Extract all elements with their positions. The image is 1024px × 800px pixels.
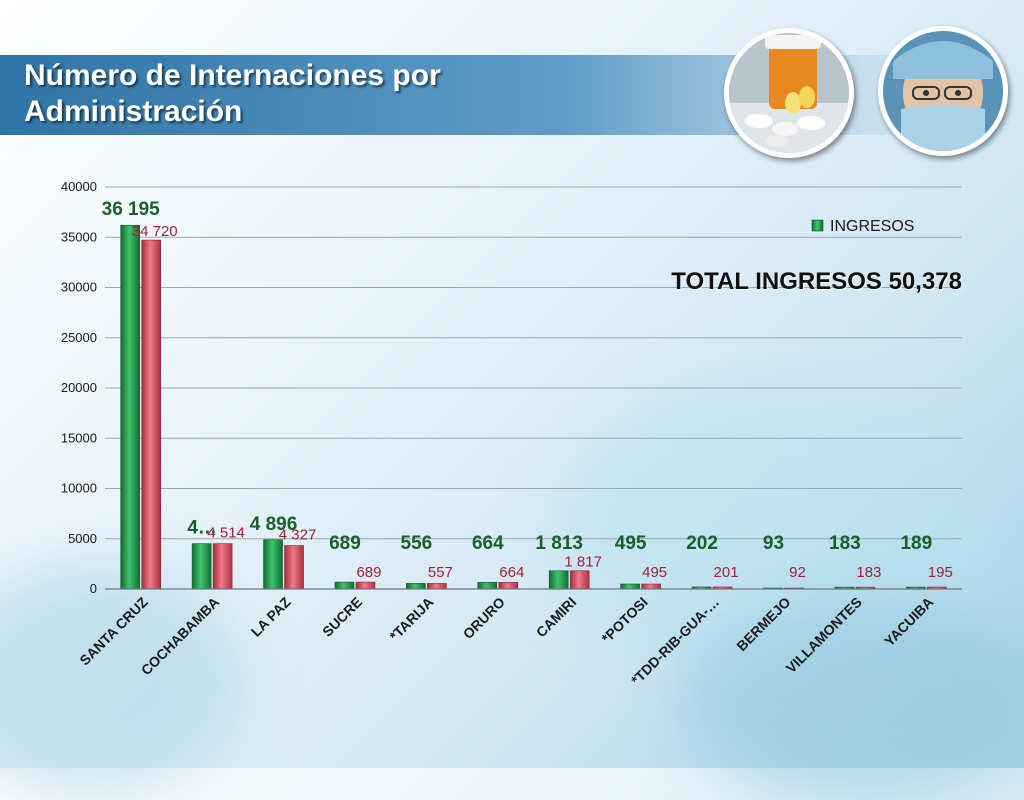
bar-ingresos-6 [548,570,569,590]
x-tick-label: SANTA CRUZ [76,593,151,668]
x-tick-label: VILLAMONTES [783,594,865,676]
x-tick-label: *TARIJA [386,594,436,644]
legend-swatch-ingresos [811,219,824,232]
data-label-series2: 689 [356,564,381,581]
data-label-ingresos: 202 [686,533,718,554]
y-tick-label: 20000 [61,380,97,395]
x-tick-label: YACUIBA [881,594,937,650]
x-tick-label: COCHABAMBA [138,594,222,678]
data-label-series2: 4 327 [279,527,317,544]
data-label-ingresos: 495 [615,533,647,554]
bar-series2-7 [641,583,661,590]
y-tick-label: 35000 [61,229,97,244]
data-label-series2: 4 514 [207,525,245,542]
data-label-series2: 495 [642,564,667,581]
data-label-ingresos: 36 195 [102,199,161,220]
y-tick-label: 10000 [61,481,97,496]
bar-series2-6 [569,570,590,590]
x-tick-label: ORURO [460,594,508,642]
data-label-ingresos: 4 896 [250,514,298,535]
x-tick-label: SUCRE [319,594,365,640]
pills-photo [724,28,854,158]
bar-ingresos-2 [263,539,283,590]
y-tick-label: 40000 [61,179,97,194]
x-tick-label: LA PAZ [248,593,294,639]
y-tick-label: 15000 [61,430,97,445]
data-label-ingresos: 93 [763,533,784,554]
data-label-ingresos: 1 813 [535,533,583,554]
data-label-ingresos: 183 [829,533,861,554]
bar-ingresos-4 [406,583,426,590]
bar-series2-3 [355,581,376,590]
data-label-series2: 1 817 [564,554,602,571]
bar-ingresos-0 [120,224,141,590]
data-label-series2: 664 [499,564,524,581]
bar-series2-0 [141,239,162,590]
data-label-series2: 557 [428,564,453,581]
total-ingresos: TOTAL INGRESOS 50,378 [671,268,962,295]
data-label-ingresos: 556 [401,533,433,554]
bar-ingresos-7 [620,583,640,590]
data-label-series2: 92 [789,564,806,581]
data-label-series2: 34 720 [132,223,178,240]
legend-label-ingresos: INGRESOS [830,218,914,235]
x-tick-label: BERMEJO [733,594,793,654]
bar-series2-2 [284,545,304,590]
bar-ingresos-1 [191,543,212,590]
y-tick-label: 25000 [61,330,97,345]
bar-series2-4 [427,583,447,590]
bar-series2-1 [212,543,233,590]
data-label-ingresos: 4… [187,518,217,539]
data-label-series2: 201 [714,564,739,581]
y-tick-label: 30000 [61,280,97,295]
data-label-series2: 195 [928,564,953,581]
data-label-ingresos: 189 [900,533,932,554]
data-label-ingresos: 664 [472,533,504,554]
slide-title: Número de Internaciones por Administraci… [24,59,441,128]
bar-series2-5 [498,582,519,590]
surgeon-photo [878,26,1008,156]
bar-ingresos-3 [334,581,355,590]
bar-ingresos-5 [477,582,498,590]
y-tick-label: 0 [90,581,97,596]
data-label-ingresos: 689 [329,533,361,554]
data-label-series2: 183 [856,564,881,581]
x-tick-label: *POTOSI [598,594,650,646]
y-tick-label: 5000 [68,531,97,546]
x-tick-label: CAMIRI [533,594,580,641]
